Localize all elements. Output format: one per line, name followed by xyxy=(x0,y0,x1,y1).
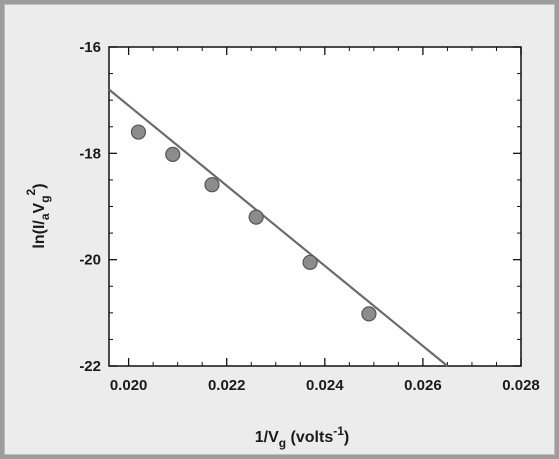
x-tick-label: 0.026 xyxy=(404,377,442,394)
data-point xyxy=(130,124,147,140)
x-tick-label: 0.024 xyxy=(306,377,344,394)
x-tick-label: 0.028 xyxy=(502,377,540,394)
y-axis-label: ln(I/aVg2) xyxy=(24,183,52,248)
plot-area xyxy=(108,46,522,367)
data-point xyxy=(165,146,181,162)
x-axis-label: 1/Vg (volts-1) xyxy=(255,424,349,450)
y-tick-label: -16 xyxy=(79,39,101,56)
x-tick-label: 0.020 xyxy=(110,377,148,394)
data-point xyxy=(204,177,220,193)
data-point xyxy=(302,254,318,270)
data-points xyxy=(130,124,377,322)
x-tick-label: 0.022 xyxy=(208,377,246,394)
y-tick-label: -18 xyxy=(79,145,101,162)
data-point xyxy=(361,306,377,322)
data-point xyxy=(248,209,264,225)
axis-ticks: 0.020 0.022 0.024 0.026 0.028 -22 -20 -18 -16 xyxy=(79,39,539,394)
y-tick-label: -20 xyxy=(79,252,101,269)
fit-line xyxy=(108,88,449,367)
fit-line-group xyxy=(108,88,449,367)
y-tick-label: -22 xyxy=(79,358,101,375)
